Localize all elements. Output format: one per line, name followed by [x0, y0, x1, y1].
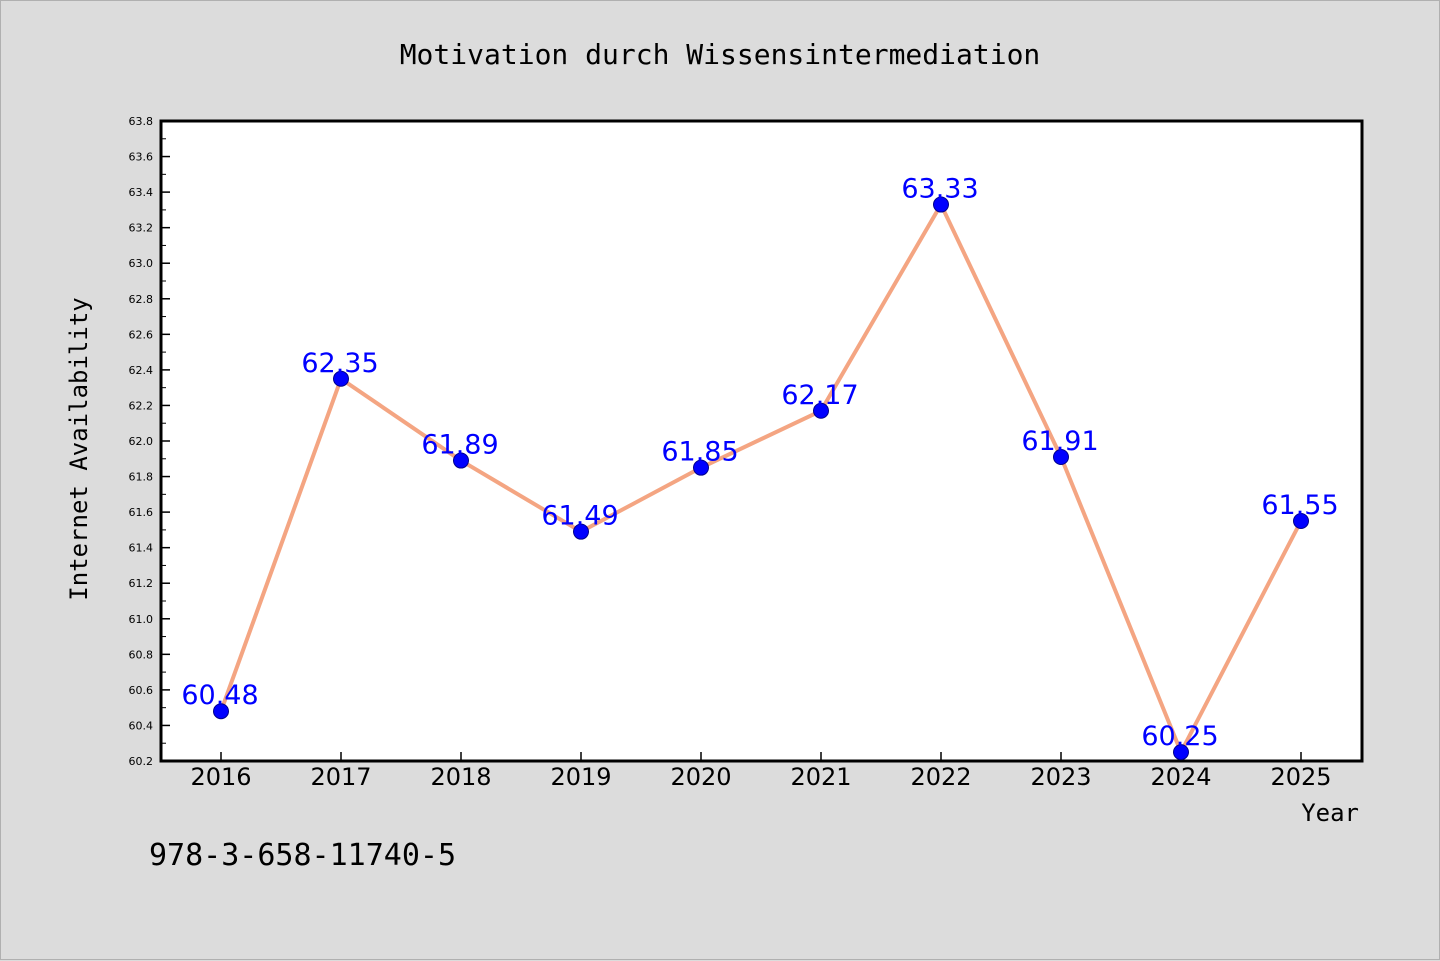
data-point [453, 452, 469, 469]
chart-title: Motivation durch Wissensintermediation [400, 38, 1041, 71]
data-label: 61.89 [421, 430, 498, 461]
data-label: 62.35 [301, 348, 378, 379]
data-label: 63.33 [901, 174, 978, 205]
y-tick-label: 61.0 [129, 613, 154, 626]
data-point [813, 402, 829, 419]
series-line [219, 202, 1303, 755]
data-point [573, 523, 589, 540]
y-tick-label: 63.6 [129, 151, 154, 164]
y-tick-label: 60.6 [129, 684, 154, 697]
x-tick-label: 2020 [670, 763, 731, 791]
value-labels: 60.48 62.35 61.89 61.49 61.85 62.17 63.33 61.91… [181, 174, 1338, 753]
y-axis: 60.2 60.4 60.6 60.8 61.0 61.2 61.4 61.6 61.8 62.0… [129, 115, 170, 768]
data-point [693, 459, 709, 476]
y-tick-label: 62.0 [129, 435, 154, 448]
y-tick-label: 63.0 [129, 257, 154, 270]
data-label: 61.55 [1261, 490, 1338, 521]
y-tick-label: 63.4 [129, 186, 154, 199]
x-tick-label: 2024 [1150, 763, 1211, 791]
y-tick-label: 60.8 [129, 648, 154, 661]
x-tick-label: 2025 [1270, 763, 1331, 791]
x-tick-label: 2023 [1030, 763, 1091, 791]
y-tick-label: 62.6 [129, 328, 154, 341]
data-point [933, 196, 949, 213]
data-label: 60.25 [1141, 721, 1218, 752]
y-tick-label: 63.8 [129, 115, 154, 128]
x-axis: 2016 2017 2018 2019 2020 2021 2022 2023 2024 2025 [190, 752, 1332, 791]
data-label: 61.91 [1021, 426, 1098, 457]
x-tick-label: 2018 [430, 763, 491, 791]
x-tick-label: 2022 [910, 763, 971, 791]
y-axis-label: Internet Availability [65, 297, 93, 600]
y-tick-label: 61.4 [129, 542, 154, 555]
x-tick-label: 2017 [310, 763, 371, 791]
y-tick-label: 62.8 [129, 293, 154, 306]
data-label: 62.17 [781, 380, 858, 411]
series-markers [213, 196, 1309, 761]
data-label: 61.85 [661, 437, 738, 468]
data-point [213, 703, 229, 720]
y-tick-label: 62.4 [129, 364, 154, 377]
y-tick-label: 61.8 [129, 471, 154, 484]
y-tick-label: 60.2 [129, 755, 154, 768]
series-polyline [219, 202, 1303, 755]
y-tick-label: 61.2 [129, 577, 154, 590]
data-label: 60.48 [181, 680, 258, 711]
y-tick-label: 60.4 [129, 719, 154, 732]
x-tick-label: 2019 [550, 763, 611, 791]
x-axis-label: Year [1301, 799, 1359, 827]
x-tick-label: 2021 [790, 763, 851, 791]
x-tick-label: 2016 [190, 763, 251, 791]
data-point [333, 370, 349, 387]
data-point [1173, 744, 1189, 761]
data-point [1053, 449, 1069, 465]
y-tick-label: 61.6 [129, 506, 154, 519]
data-label: 61.49 [541, 501, 618, 532]
data-point [1293, 513, 1309, 529]
footer-text: 978-3-658-11740-5 [149, 838, 456, 873]
y-tick-label: 63.2 [129, 222, 154, 235]
y-tick-label: 62.2 [129, 399, 154, 412]
